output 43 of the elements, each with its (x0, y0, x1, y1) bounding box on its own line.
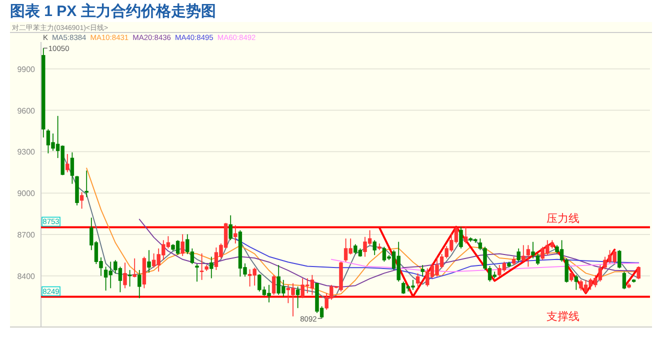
candlestick (372, 240, 376, 256)
candlestick (464, 226, 468, 244)
candlestick (272, 274, 276, 296)
candlestick (296, 286, 300, 309)
candlestick (526, 244, 530, 268)
candlestick (128, 270, 132, 287)
candlestick (147, 250, 151, 274)
candlestick (138, 270, 142, 299)
candlestick (200, 252, 204, 280)
candlestick (70, 152, 74, 184)
y-tick-label: 9000 (17, 189, 36, 198)
candlestick (132, 258, 136, 278)
candlestick (228, 214, 232, 241)
candlestick (618, 250, 622, 269)
candlestick (459, 226, 463, 249)
candlestick (622, 271, 626, 290)
y-tick-label: 8400 (17, 272, 36, 281)
chart-title: 图表 1 PX 主力合约价格走势图 (10, 2, 216, 20)
candlestick (180, 234, 184, 256)
candlestick (536, 252, 540, 266)
y-tick-label: 8700 (17, 230, 36, 240)
candlestick (531, 241, 535, 259)
candlestick (195, 264, 199, 282)
y-tick-label: 9900 (17, 64, 36, 74)
candlestick (210, 256, 214, 279)
candlestick (522, 244, 526, 262)
y-tick-label: 9300 (17, 148, 36, 157)
annotation: 压力线 (546, 212, 580, 226)
candlestick (84, 170, 88, 198)
candlestick (66, 154, 70, 173)
candlestick (234, 224, 238, 244)
candlestick (636, 266, 640, 280)
candlestick (570, 271, 574, 282)
candlestick (80, 192, 84, 210)
y-tick-label: 9600 (17, 106, 36, 116)
candlestick (574, 274, 578, 290)
line-series (330, 258, 640, 272)
candlestick (516, 248, 520, 262)
candlestick (123, 262, 127, 289)
annotation: 支撑线 (546, 310, 580, 323)
candlestick (420, 264, 424, 278)
line-series (234, 238, 640, 280)
candlestick (416, 272, 420, 287)
